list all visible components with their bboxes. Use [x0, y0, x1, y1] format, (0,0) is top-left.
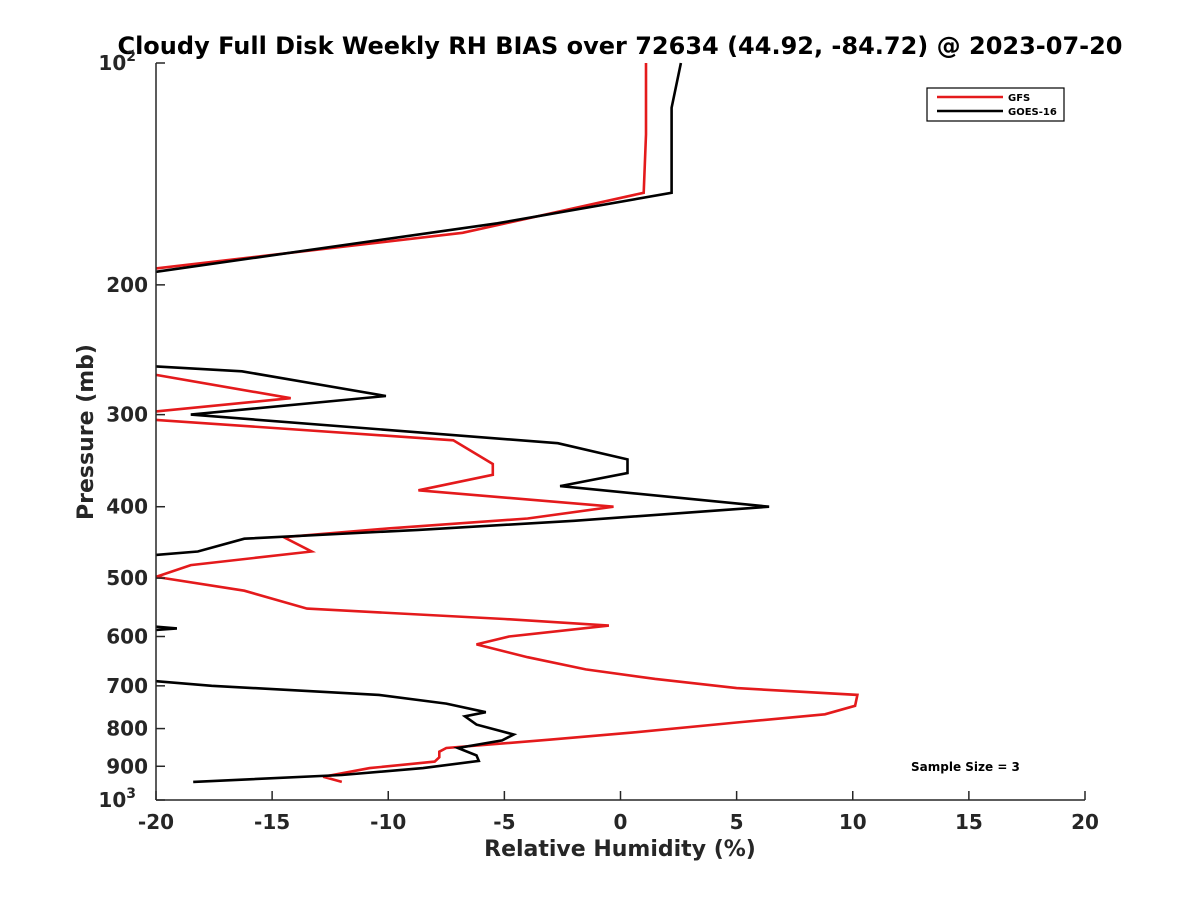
series-line-gfs-segment-1: [155, 63, 648, 270]
series-line-goes16-segment-4: [155, 679, 518, 784]
y-tick-label-900: 900: [106, 754, 148, 778]
x-tick-label--20: -20: [138, 810, 174, 834]
y-tick-label-1000: 103: [98, 786, 136, 812]
x-tick-label-10: 10: [839, 810, 867, 834]
y-tick-label-300: 300: [106, 403, 148, 427]
plot-lines: [155, 62, 859, 784]
y-tick-label-700: 700: [106, 674, 148, 698]
x-tick-label-20: 20: [1071, 810, 1099, 834]
y-tick-label-200: 200: [106, 273, 148, 297]
y-tick-exponent-100: 2: [126, 49, 136, 65]
x-tick-label--10: -10: [370, 810, 406, 834]
legend-label-gfs: GFS: [1008, 93, 1030, 104]
x-axis-label: Relative Humidity (%): [484, 837, 756, 862]
legend-box: [926, 87, 1065, 122]
series-line-goes16-segment-3: [155, 625, 178, 632]
x-tick-label--5: -5: [493, 810, 515, 834]
y-axis-label: Pressure (mb): [74, 344, 99, 520]
legend: GFS GOES-16: [926, 87, 1065, 122]
series-line-goes16-segment-2: [155, 365, 770, 557]
series-line-goes16-segment-1: [155, 62, 683, 274]
x-tick-label-15: 15: [955, 810, 983, 834]
x-ticks: -20 -15 -10 -5 0 5 10 15 20: [138, 791, 1099, 834]
y-tick-label-400: 400: [106, 495, 148, 519]
y-tick-label-500: 500: [106, 566, 148, 590]
series-line-gfs-segment-3: [155, 418, 859, 784]
y-ticks: 102 200 300 400 500 600 700 800 900 103: [98, 49, 165, 812]
x-tick-label-5: 5: [730, 810, 744, 834]
legend-label-goes16: GOES-16: [1008, 107, 1057, 118]
y-tick-label-100: 102: [98, 49, 136, 75]
y-tick-exponent-1000: 3: [126, 786, 136, 802]
chart-title: Cloudy Full Disk Weekly RH BIAS over 726…: [117, 32, 1122, 60]
y-tick-label-600: 600: [106, 624, 148, 648]
series-line-gfs-segment-2: [155, 373, 291, 413]
sample-size-annotation: Sample Size = 3: [911, 760, 1020, 774]
x-tick-label--15: -15: [254, 810, 290, 834]
y-tick-label-800: 800: [106, 717, 148, 741]
x-tick-label-0: 0: [614, 810, 628, 834]
